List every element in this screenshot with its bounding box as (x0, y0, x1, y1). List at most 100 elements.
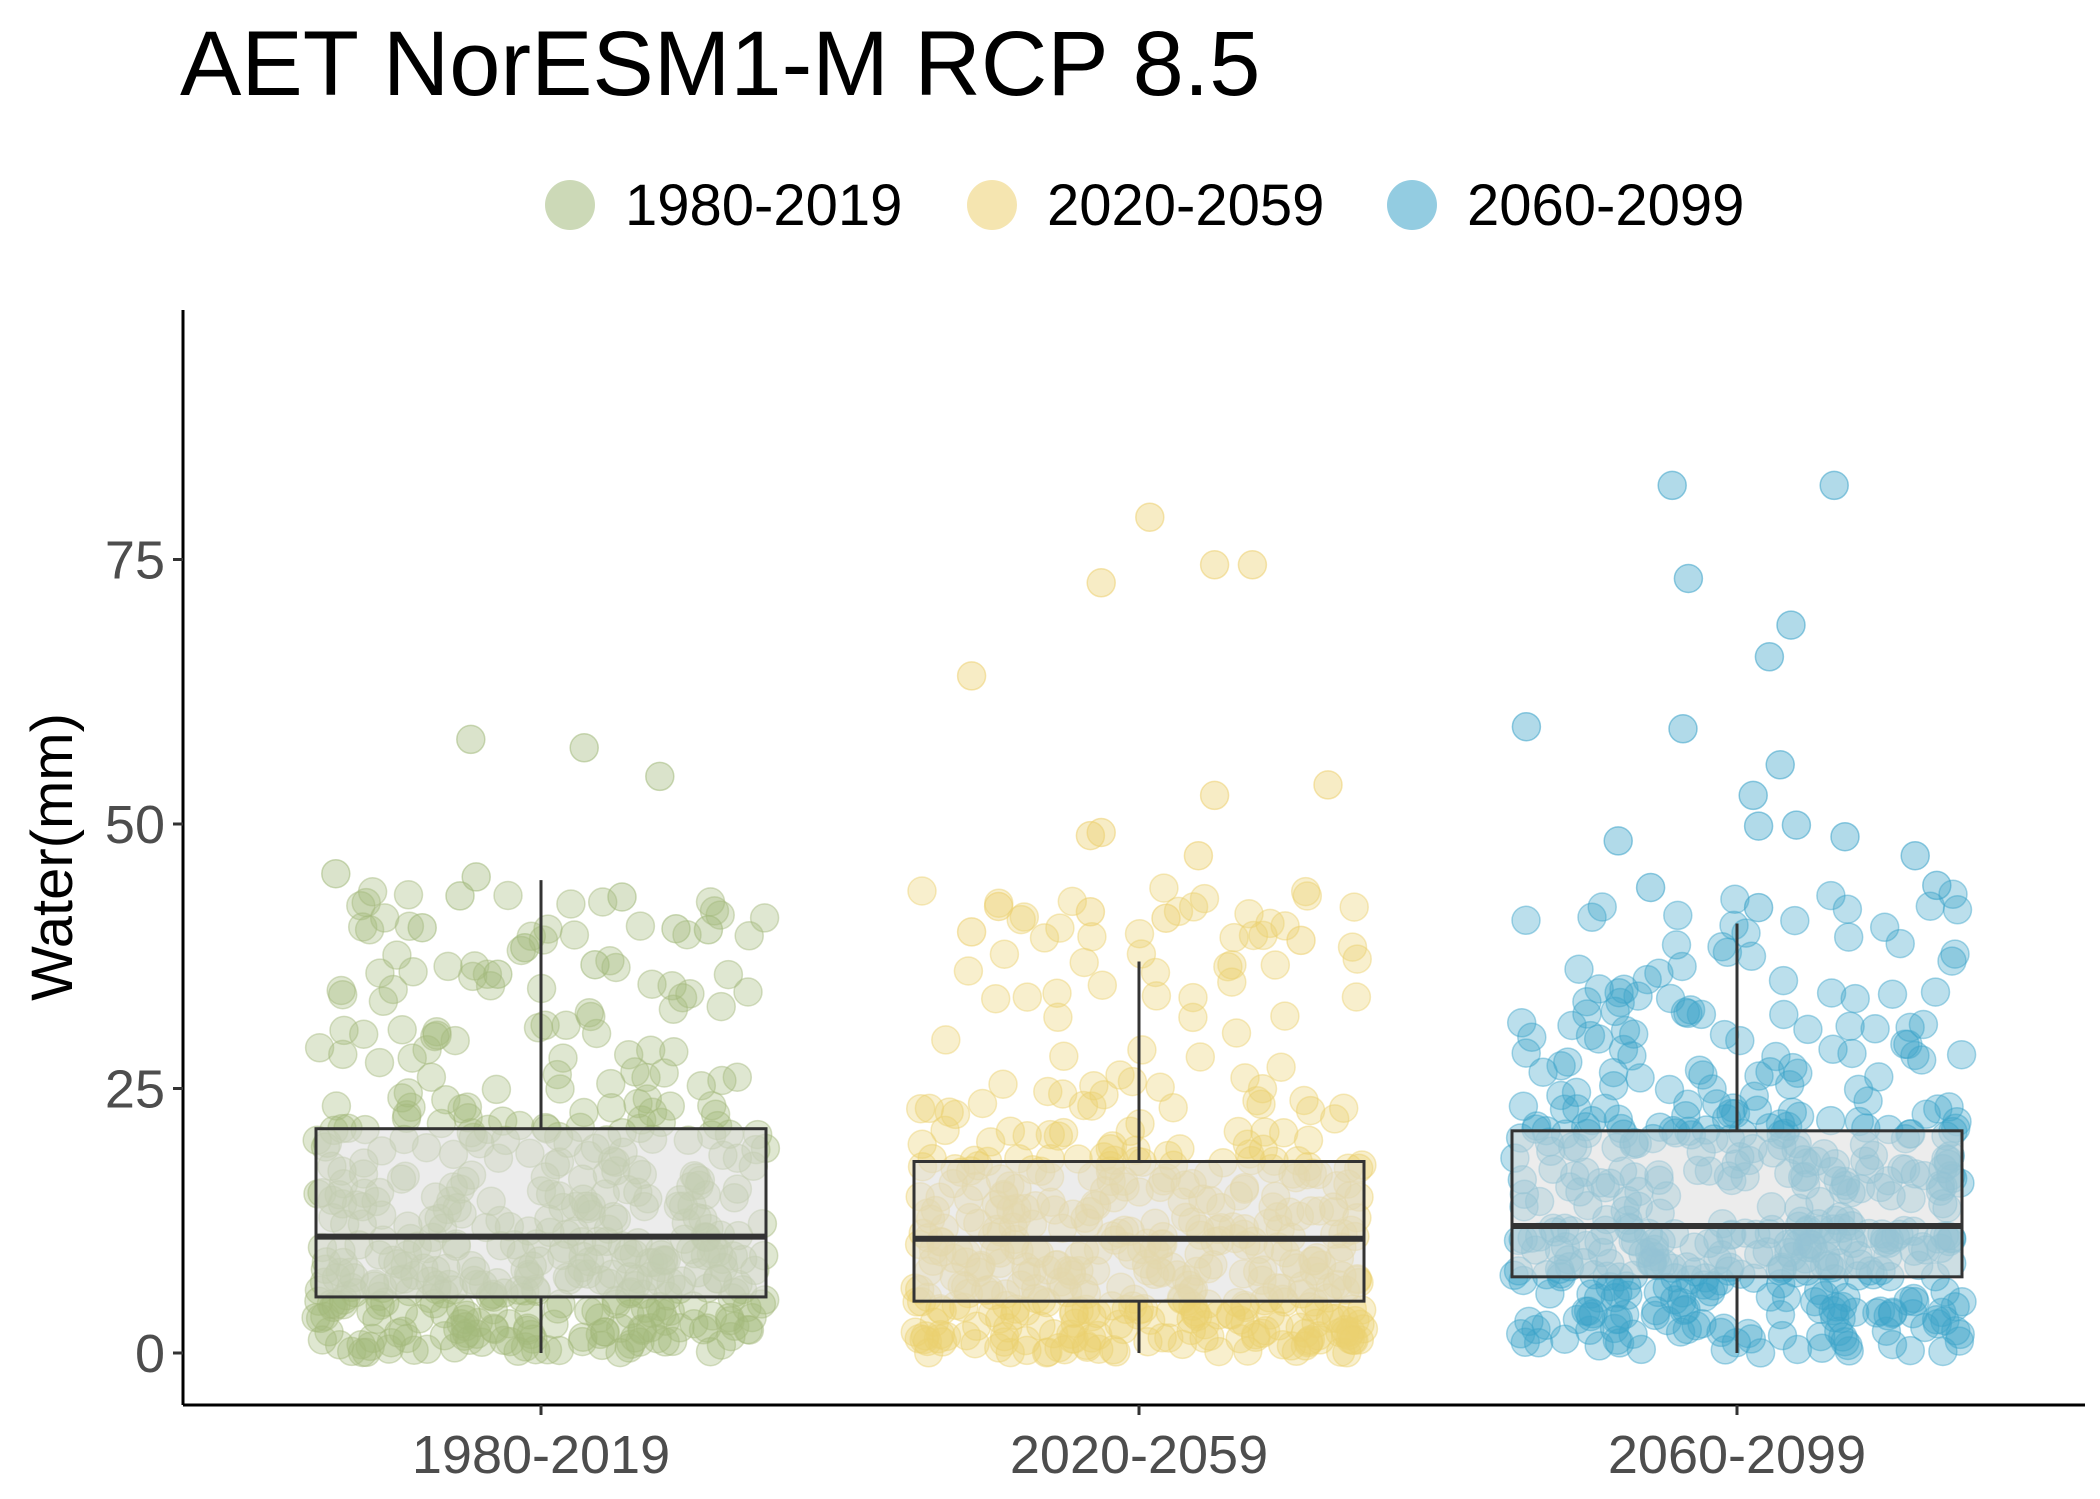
data-point (412, 1034, 442, 1065)
data-point (692, 1313, 722, 1343)
data-point (1818, 1034, 1848, 1065)
data-point (1625, 1063, 1655, 1093)
data-point (919, 1307, 950, 1337)
data-point (737, 1302, 767, 1333)
data-point (587, 887, 618, 917)
data-point (1535, 1279, 1565, 1309)
data-point (909, 1324, 939, 1355)
data-point (1731, 918, 1761, 948)
data-point (1780, 905, 1810, 936)
data-point (1083, 1320, 1113, 1351)
data-point (596, 1093, 627, 1123)
data-point (439, 1333, 470, 1363)
data-point (1573, 1296, 1604, 1326)
data-point (620, 1057, 650, 1087)
data-point (1044, 1332, 1074, 1363)
data-point (1140, 957, 1171, 988)
outlier-point (456, 724, 486, 755)
data-point (1885, 928, 1915, 959)
data-point (1623, 981, 1653, 1011)
data-point (1739, 1081, 1770, 1112)
data-point (429, 1320, 460, 1351)
data-point (301, 1302, 331, 1333)
data-point (467, 1327, 497, 1358)
data-point (614, 1333, 644, 1363)
data-point (489, 1325, 519, 1356)
data-point (1667, 951, 1697, 982)
data-point (1026, 1311, 1056, 1341)
data-point (1576, 1279, 1606, 1309)
data-point (1330, 1318, 1361, 1349)
data-point (1289, 1085, 1319, 1116)
data-point (1255, 908, 1285, 939)
data-point (354, 915, 385, 945)
data-point (667, 982, 698, 1013)
data-point (1009, 902, 1040, 932)
data-point (1860, 1014, 1890, 1044)
outlier-point (1657, 470, 1687, 501)
data-point (433, 951, 463, 982)
data-point (1864, 1062, 1894, 1092)
data-point (374, 1334, 404, 1364)
data-point (1011, 1325, 1041, 1356)
y-axis-title: Water(mm) (20, 713, 85, 1001)
outlier-point (1135, 502, 1165, 532)
outlier-point (956, 661, 987, 691)
data-point (1057, 886, 1088, 917)
data-point (625, 911, 656, 941)
data-point (387, 1083, 417, 1113)
data-point (1826, 1303, 1856, 1334)
data-point (376, 1327, 407, 1358)
data-point (1339, 892, 1369, 922)
data-point (1710, 1335, 1741, 1365)
data-point (357, 877, 388, 907)
data-point (1079, 1070, 1109, 1101)
data-point (1546, 1051, 1576, 1081)
outlier-point (1286, 925, 1316, 956)
data-point (1681, 1311, 1711, 1341)
outlier-point (1776, 610, 1806, 640)
outlier-point (661, 913, 691, 944)
data-point (1890, 1029, 1920, 1059)
outlier-point (1635, 872, 1666, 903)
data-point (1832, 894, 1863, 924)
data-point (1590, 1093, 1620, 1124)
data-point (548, 1043, 578, 1073)
data-point (1154, 1323, 1184, 1353)
data-point (1029, 923, 1060, 953)
data-point (635, 1312, 666, 1343)
data-point (1818, 1296, 1848, 1326)
data-point (657, 971, 687, 1001)
data-point (1178, 892, 1209, 922)
data-point (1510, 1327, 1541, 1358)
data-point (988, 1069, 1018, 1099)
data-point (450, 1311, 481, 1342)
data-point (1921, 1305, 1952, 1335)
data-point (1328, 1093, 1359, 1123)
data-point (1661, 930, 1692, 960)
data-point (714, 1302, 745, 1333)
data-point (1056, 1319, 1086, 1350)
data-point (1293, 1328, 1324, 1358)
data-point (1601, 1304, 1632, 1335)
x-tick-label: 2060-2099 (1608, 1425, 1866, 1485)
data-point (733, 977, 763, 1007)
data-point (1189, 883, 1220, 914)
data-point (1292, 881, 1323, 911)
data-point (1584, 1331, 1614, 1361)
box-2060-2099 (1510, 923, 1964, 1353)
data-point (699, 896, 730, 926)
data-point (636, 1298, 667, 1329)
data-point (1712, 937, 1743, 968)
data-point (452, 1092, 483, 1122)
outlier-point (693, 915, 724, 945)
axes: 0 25 50 75 1980-2019 2020-2059 2060-2099 Wate… (20, 310, 2085, 1485)
y-ticks: 0 25 50 75 (105, 531, 183, 1384)
outlier-point (445, 881, 475, 911)
outlier-point (1086, 817, 1116, 848)
data-point (1133, 1326, 1163, 1357)
data-point (1575, 1315, 1605, 1346)
data-point (479, 1314, 510, 1345)
outlier-point (1673, 563, 1704, 594)
data-point (545, 1074, 575, 1104)
